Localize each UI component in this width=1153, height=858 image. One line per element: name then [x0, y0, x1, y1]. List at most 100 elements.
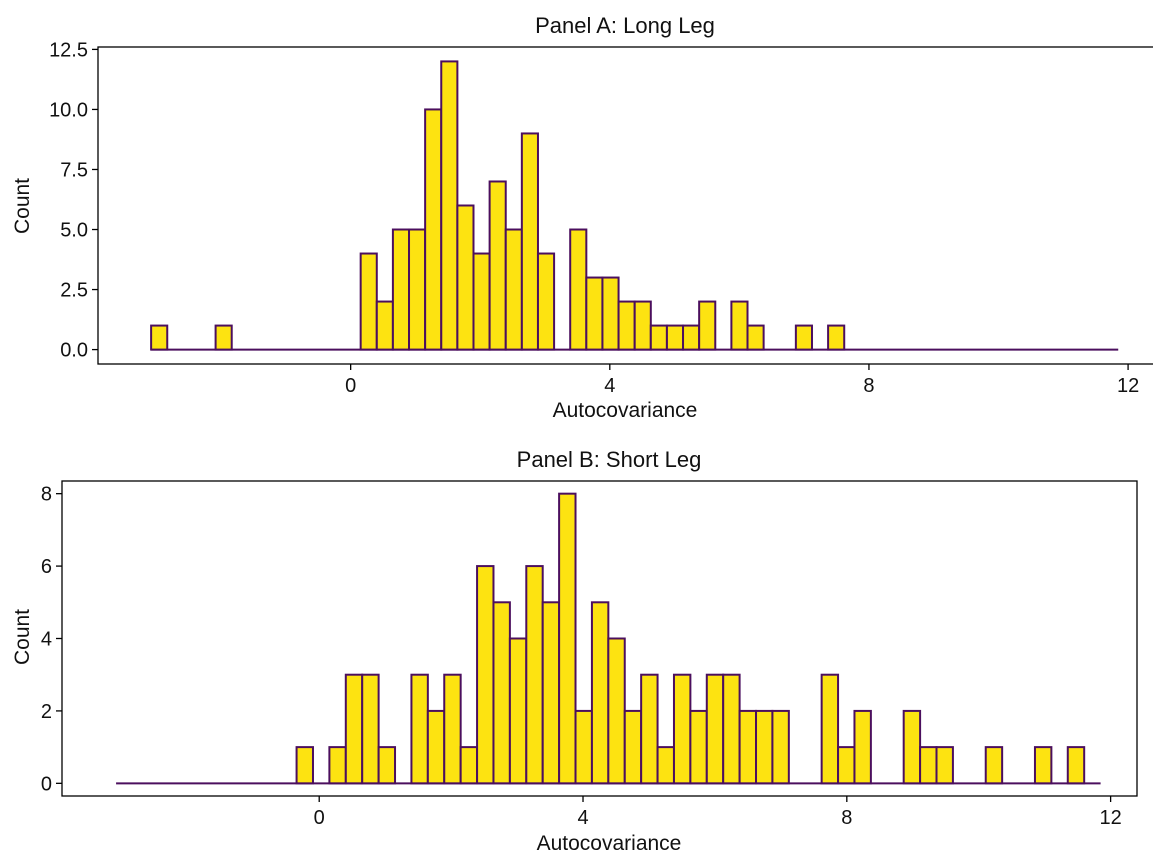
panel-a-x-ticks: 0 4 8 12 — [345, 364, 1139, 397]
histogram-bar — [755, 709, 774, 785]
histogram-bar — [837, 746, 856, 785]
x-tick-label: 8 — [841, 807, 852, 829]
histogram-bar — [476, 565, 495, 785]
histogram-bar — [623, 709, 643, 785]
histogram-bar — [705, 673, 725, 785]
y-tick-label: 2 — [41, 701, 52, 723]
histogram-bar — [520, 132, 539, 351]
histogram-bar — [984, 746, 1004, 785]
panel-a: Panel A: Long Leg Count Autocovariance 0… — [11, 13, 1153, 422]
histogram-bar — [569, 228, 588, 351]
histogram-bar — [585, 276, 604, 351]
panel-b-x-ticks: 0 4 8 12 — [314, 796, 1122, 829]
panel-a-bars — [150, 60, 1119, 351]
panel-b-title: Panel B: Short Leg — [517, 447, 702, 472]
histogram-bar — [665, 324, 685, 351]
y-tick-label: 6 — [41, 556, 52, 578]
histogram-bar — [919, 746, 938, 785]
histogram-bar — [827, 324, 846, 351]
histogram-bar — [698, 300, 717, 351]
histogram-bar — [541, 601, 561, 785]
y-tick-label: 8 — [41, 484, 52, 506]
histogram-bar — [935, 746, 954, 785]
histogram-bar — [794, 324, 813, 351]
histogram-bar — [410, 673, 429, 785]
panel-b-y-ticks: 0 2 4 6 8 — [41, 484, 62, 795]
histogram-bar — [746, 324, 765, 351]
histogram-bar — [508, 637, 528, 785]
x-tick-label: 12 — [1099, 807, 1121, 829]
histogram-bar — [504, 228, 523, 351]
histogram-bar — [607, 637, 626, 785]
histogram-bar — [440, 60, 459, 351]
y-tick-label: 5.0 — [60, 220, 88, 242]
histogram-bar — [150, 324, 169, 351]
x-tick-label: 0 — [314, 807, 325, 829]
x-tick-label: 0 — [345, 375, 356, 397]
histogram-bar — [426, 709, 446, 785]
panel-b-frame — [61, 480, 1138, 797]
panel-a-frame — [97, 46, 1153, 365]
histogram-bar — [361, 673, 380, 785]
panel-b-y-label: Count — [11, 609, 34, 665]
histogram-bar — [574, 709, 593, 785]
histogram-bar — [771, 709, 790, 785]
x-tick-label: 4 — [604, 375, 615, 397]
panel-a-y-label: Count — [11, 178, 34, 234]
y-tick-label: 0 — [41, 773, 52, 795]
histogram-bar — [214, 324, 233, 351]
histogram-bar — [377, 746, 397, 785]
histogram-bar — [1033, 746, 1053, 785]
histogram-bar — [649, 324, 668, 351]
histogram-bar — [443, 673, 462, 785]
histogram-bar — [375, 300, 394, 351]
histogram-bar — [536, 252, 556, 351]
histogram-bar — [672, 673, 692, 785]
histogram-bar — [590, 601, 610, 785]
histogram-bar — [295, 746, 314, 785]
panel-b-x-label: Autocovariance — [537, 832, 682, 855]
histogram-bar — [408, 228, 427, 351]
x-tick-label: 4 — [577, 807, 588, 829]
histogram-bar — [472, 252, 491, 351]
y-tick-label: 4 — [41, 629, 52, 651]
y-tick-label: 0.0 — [60, 340, 88, 362]
y-tick-label: 10.0 — [49, 99, 88, 121]
histogram-bar — [853, 709, 872, 785]
x-tick-label: 8 — [863, 375, 874, 397]
y-tick-label: 2.5 — [60, 280, 88, 302]
histogram-bar — [738, 709, 758, 785]
histogram-bar — [391, 228, 411, 351]
histogram-bar — [488, 180, 507, 351]
histogram-bar — [456, 204, 475, 351]
histogram-bar — [525, 565, 544, 785]
panel-a-x-label: Autocovariance — [553, 399, 698, 422]
panel-b-bars — [116, 492, 1101, 785]
panel-b: Panel B: Short Leg Count Autocovariance … — [11, 447, 1138, 855]
histogram-bar — [902, 709, 922, 785]
panel-a-y-ticks: 0.0 2.5 5.0 7.5 10.0 12.5 — [49, 39, 98, 362]
histogram-bar — [820, 673, 840, 785]
histogram-bar — [359, 252, 378, 351]
histogram-bar — [459, 746, 479, 785]
histogram-bar — [682, 324, 701, 351]
histogram-bar — [689, 709, 708, 785]
y-tick-label: 7.5 — [60, 159, 88, 181]
histogram-bar — [656, 746, 675, 785]
histogram-bar — [344, 673, 364, 785]
histogram-bar — [633, 300, 652, 351]
y-tick-label: 12.5 — [49, 39, 88, 61]
histogram-bar — [640, 673, 659, 785]
histogram-bar — [730, 300, 749, 351]
x-tick-label: 12 — [1117, 375, 1139, 397]
histogram-bar — [722, 673, 741, 785]
histogram-bar — [558, 492, 577, 785]
histogram-bar — [617, 300, 636, 351]
histogram-bar — [328, 746, 347, 785]
histogram-bar — [492, 601, 511, 785]
histogram-bar — [1066, 746, 1086, 785]
histogram-bar — [601, 276, 620, 351]
histogram-bar — [424, 108, 443, 351]
panel-a-title: Panel A: Long Leg — [535, 13, 715, 38]
